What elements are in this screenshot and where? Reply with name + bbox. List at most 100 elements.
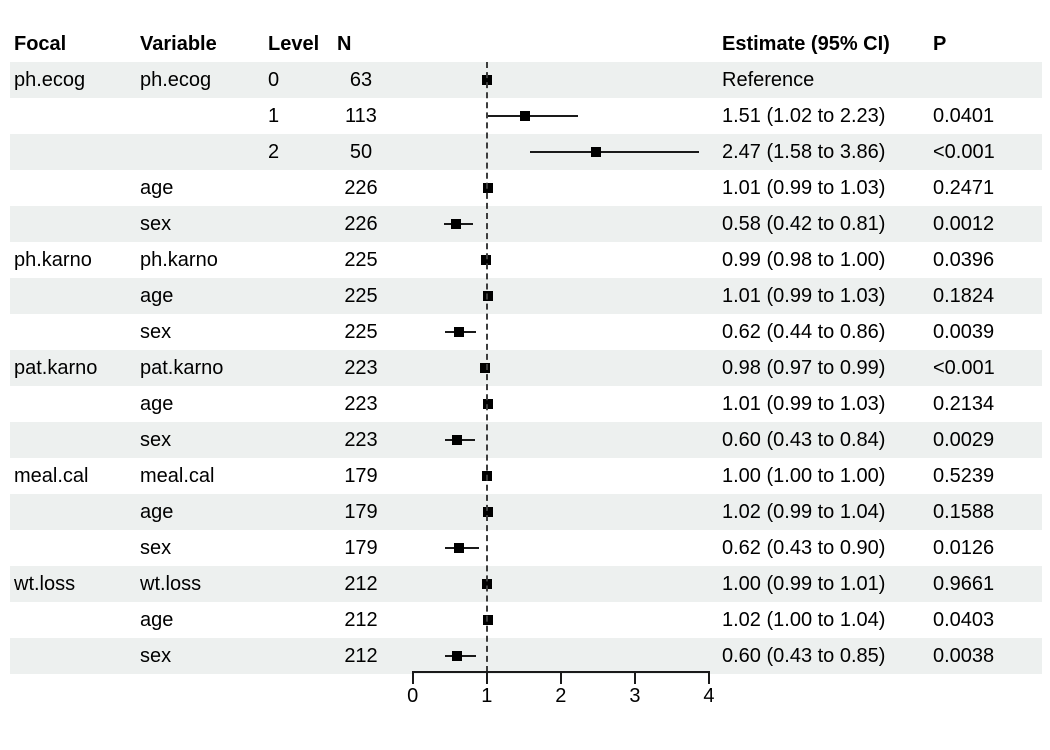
forest-row: age 179 1.02 (0.99 to 1.04) 0.1588 <box>10 494 1042 530</box>
row-estimate-ci-value: 1.00 (1.00 to 1.00) <box>722 465 886 487</box>
forest-row: ph.karno ph.karno 225 0.99 (0.98 to 1.00) 0.… <box>10 242 1042 278</box>
row-p-value: <0.001 <box>933 357 995 379</box>
row-variable-label: age <box>140 285 174 307</box>
row-estimate-ci-value: 1.51 (1.02 to 2.23) <box>722 105 886 127</box>
row-variable-label: sex <box>140 645 172 667</box>
forest-row: age 226 1.01 (0.99 to 1.03) 0.2471 <box>10 170 1042 206</box>
row-estimate-ci-value: 0.99 (0.98 to 1.00) <box>722 249 886 271</box>
row-p-value: <0.001 <box>933 141 995 163</box>
row-n-value: 50 <box>349 141 373 163</box>
row-n-value: 212 <box>344 573 378 595</box>
row-n-value: 212 <box>344 645 378 667</box>
forest-row: sex 212 0.60 (0.43 to 0.85) 0.0038 <box>10 638 1042 674</box>
column-header-p: P <box>933 33 947 55</box>
row-n-value: 226 <box>344 177 378 199</box>
x-axis-tick-label: 2 <box>555 685 567 707</box>
forest-row: age 223 1.01 (0.99 to 1.03) 0.2134 <box>10 386 1042 422</box>
forest-row: pat.karno pat.karno 223 0.98 (0.97 to 0.99)… <box>10 350 1042 386</box>
forest-row: 2 50 2.47 (1.58 to 3.86) <0.001 <box>10 134 1042 170</box>
row-estimate-ci-value: 0.60 (0.43 to 0.85) <box>722 645 886 667</box>
confidence-interval-line <box>488 115 578 117</box>
row-variable-label: ph.ecog <box>140 69 212 91</box>
column-header-estimate: Estimate (95% CI) <box>722 33 890 55</box>
row-p-value: 0.9661 <box>933 573 995 595</box>
row-estimate-ci-value: 0.62 (0.43 to 0.90) <box>722 537 886 559</box>
point-estimate-marker <box>519 111 530 121</box>
point-estimate-marker <box>452 435 463 445</box>
row-p-value: 0.0038 <box>933 645 995 667</box>
x-axis-tick <box>485 671 488 684</box>
row-estimate-ci-value: 0.60 (0.43 to 0.84) <box>722 429 886 451</box>
row-level-value: 0 <box>268 69 280 91</box>
forest-row: age 212 1.02 (1.00 to 1.04) 0.0403 <box>10 602 1042 638</box>
row-estimate-ci-value: 1.00 (0.99 to 1.01) <box>722 573 886 595</box>
row-n-value: 113 <box>345 105 377 127</box>
forest-row: sex 223 0.60 (0.43 to 0.84) 0.0029 <box>10 422 1042 458</box>
row-p-value: 0.5239 <box>933 465 995 487</box>
point-estimate-marker <box>590 147 601 157</box>
row-focal-label: meal.cal <box>14 465 89 487</box>
x-axis-tick <box>411 671 414 684</box>
confidence-interval-line <box>529 151 699 153</box>
forest-row: sex 226 0.58 (0.42 to 0.81) 0.0012 <box>10 206 1042 242</box>
row-p-value: 0.1588 <box>933 501 995 523</box>
forest-row: meal.cal meal.cal 179 1.00 (1.00 to 1.00) 0.… <box>10 458 1042 494</box>
row-variable-label: sex <box>140 321 172 343</box>
row-focal-label: ph.ecog <box>14 69 86 91</box>
row-n-value: 179 <box>344 465 378 487</box>
row-p-value: 0.0012 <box>933 213 995 235</box>
row-n-value: 225 <box>344 321 378 343</box>
row-estimate-ci-value: 1.01 (0.99 to 1.03) <box>722 177 886 199</box>
point-estimate-marker <box>452 651 463 661</box>
row-variable-label: age <box>140 501 174 523</box>
reference-line <box>486 62 488 672</box>
row-estimate-ci-value: 0.62 (0.44 to 0.86) <box>722 321 886 343</box>
row-focal-label: ph.karno <box>14 249 92 271</box>
row-variable-label: meal.cal <box>140 465 215 487</box>
row-n-value: 179 <box>344 537 378 559</box>
row-p-value: 0.0396 <box>933 249 995 271</box>
forest-row: wt.loss wt.loss 212 1.00 (0.99 to 1.01) 0.96… <box>10 566 1042 602</box>
forest-row: 1 113 1.51 (1.02 to 2.23) 0.0401 <box>10 98 1042 134</box>
point-estimate-marker <box>453 327 464 337</box>
row-variable-label: age <box>140 177 174 199</box>
row-variable-label: wt.loss <box>140 573 202 595</box>
column-header-focal: Focal <box>14 33 67 55</box>
row-variable-label: age <box>140 609 174 631</box>
forest-row: ph.ecog ph.ecog 0 63 Reference <box>10 62 1042 98</box>
point-estimate-marker <box>480 363 491 373</box>
x-axis-tick <box>707 671 710 684</box>
row-p-value: 0.0401 <box>933 105 995 127</box>
row-p-value: 0.1824 <box>933 285 995 307</box>
row-focal-label: pat.karno <box>14 357 98 379</box>
row-estimate-ci-value: 0.98 (0.97 to 0.99) <box>722 357 886 379</box>
row-variable-label: sex <box>140 213 172 235</box>
row-estimate-ci-value: 1.02 (0.99 to 1.04) <box>722 501 886 523</box>
forest-row: age 225 1.01 (0.99 to 1.03) 0.1824 <box>10 278 1042 314</box>
x-axis-tick <box>559 671 562 684</box>
row-n-value: 225 <box>344 285 378 307</box>
row-n-value: 223 <box>344 393 378 415</box>
row-variable-label: age <box>140 393 174 415</box>
x-axis-tick-label: 3 <box>629 685 641 707</box>
row-variable-label: sex <box>140 429 172 451</box>
row-variable-label: sex <box>140 537 172 559</box>
x-axis-tick-label: 0 <box>407 685 419 707</box>
forest-row: sex 225 0.62 (0.44 to 0.86) 0.0039 <box>10 314 1042 350</box>
row-p-value: 0.0039 <box>933 321 995 343</box>
row-n-value: 226 <box>344 213 378 235</box>
row-n-value: 223 <box>344 357 378 379</box>
row-variable-label: ph.karno <box>140 249 218 271</box>
point-estimate-marker <box>453 543 464 553</box>
row-p-value: 0.0126 <box>933 537 995 559</box>
row-estimate-ci-value: 1.01 (0.99 to 1.03) <box>722 285 886 307</box>
row-n-value: 63 <box>349 69 373 91</box>
x-axis-tick-label: 4 <box>703 685 715 707</box>
column-header-n: N <box>337 33 352 55</box>
row-focal-label: wt.loss <box>14 573 76 595</box>
column-header-level: Level <box>268 33 320 55</box>
x-axis-tick <box>633 671 636 684</box>
row-p-value: 0.0029 <box>933 429 995 451</box>
row-estimate-ci-value: 1.01 (0.99 to 1.03) <box>722 393 886 415</box>
